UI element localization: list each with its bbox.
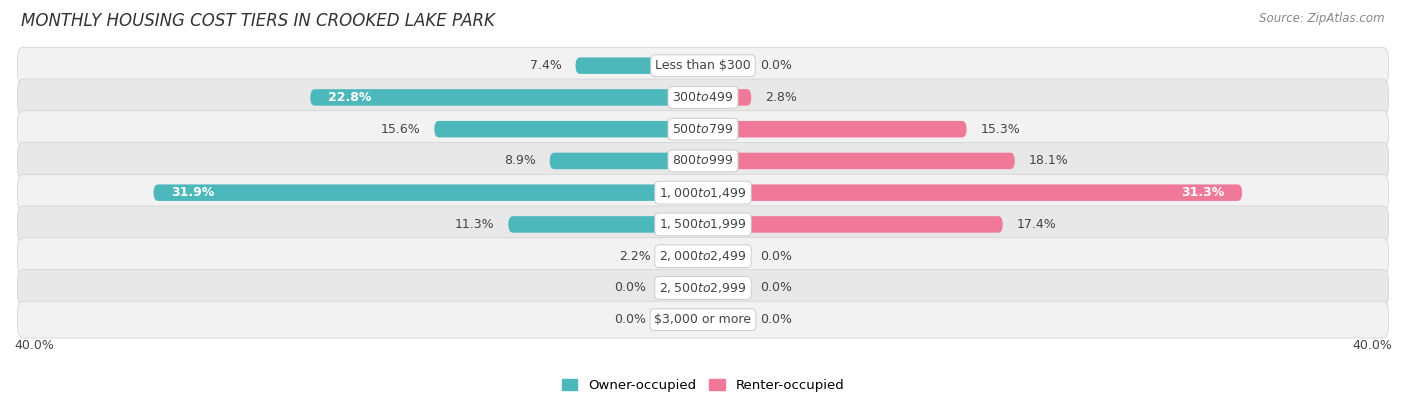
FancyBboxPatch shape [17,79,1389,116]
Text: 0.0%: 0.0% [759,59,792,72]
FancyBboxPatch shape [17,206,1389,243]
FancyBboxPatch shape [17,301,1389,338]
Text: $2,500 to $2,999: $2,500 to $2,999 [659,281,747,295]
FancyBboxPatch shape [434,121,703,137]
FancyBboxPatch shape [550,153,703,169]
Text: 17.4%: 17.4% [1017,218,1056,231]
Text: 15.6%: 15.6% [381,123,420,136]
Text: 22.8%: 22.8% [328,91,371,104]
Text: 0.0%: 0.0% [759,281,792,294]
FancyBboxPatch shape [311,89,703,106]
FancyBboxPatch shape [575,57,703,74]
Text: 11.3%: 11.3% [456,218,495,231]
Text: 8.9%: 8.9% [505,154,536,167]
Text: $1,000 to $1,499: $1,000 to $1,499 [659,186,747,200]
Text: $2,000 to $2,499: $2,000 to $2,499 [659,249,747,263]
Text: 40.0%: 40.0% [14,339,53,352]
Text: $800 to $999: $800 to $999 [672,154,734,167]
Text: 31.3%: 31.3% [1181,186,1225,199]
Text: 40.0%: 40.0% [1353,339,1392,352]
Text: Source: ZipAtlas.com: Source: ZipAtlas.com [1260,12,1385,25]
FancyBboxPatch shape [17,238,1389,275]
Text: 2.2%: 2.2% [620,250,651,263]
Text: 0.0%: 0.0% [614,281,647,294]
Text: 0.0%: 0.0% [759,313,792,326]
Text: 0.0%: 0.0% [759,250,792,263]
Text: Less than $300: Less than $300 [655,59,751,72]
Text: $1,500 to $1,999: $1,500 to $1,999 [659,217,747,232]
FancyBboxPatch shape [17,142,1389,179]
FancyBboxPatch shape [665,248,703,264]
FancyBboxPatch shape [153,184,703,201]
FancyBboxPatch shape [703,216,1002,233]
FancyBboxPatch shape [659,280,703,296]
Text: $300 to $499: $300 to $499 [672,91,734,104]
Text: 31.9%: 31.9% [170,186,214,199]
FancyBboxPatch shape [703,89,751,106]
FancyBboxPatch shape [659,311,703,328]
Text: 7.4%: 7.4% [530,59,562,72]
Text: 18.1%: 18.1% [1029,154,1069,167]
FancyBboxPatch shape [509,216,703,233]
FancyBboxPatch shape [17,269,1389,306]
Text: $3,000 or more: $3,000 or more [655,313,751,326]
FancyBboxPatch shape [703,280,747,296]
FancyBboxPatch shape [17,47,1389,84]
Text: MONTHLY HOUSING COST TIERS IN CROOKED LAKE PARK: MONTHLY HOUSING COST TIERS IN CROOKED LA… [21,12,495,30]
FancyBboxPatch shape [703,248,747,264]
FancyBboxPatch shape [17,111,1389,148]
FancyBboxPatch shape [703,184,1241,201]
Text: 2.8%: 2.8% [765,91,797,104]
FancyBboxPatch shape [703,121,966,137]
Text: 15.3%: 15.3% [980,123,1019,136]
FancyBboxPatch shape [703,311,747,328]
FancyBboxPatch shape [703,153,1015,169]
FancyBboxPatch shape [17,174,1389,211]
FancyBboxPatch shape [703,57,747,74]
Legend: Owner-occupied, Renter-occupied: Owner-occupied, Renter-occupied [557,374,849,398]
Text: 0.0%: 0.0% [614,313,647,326]
Text: $500 to $799: $500 to $799 [672,123,734,136]
